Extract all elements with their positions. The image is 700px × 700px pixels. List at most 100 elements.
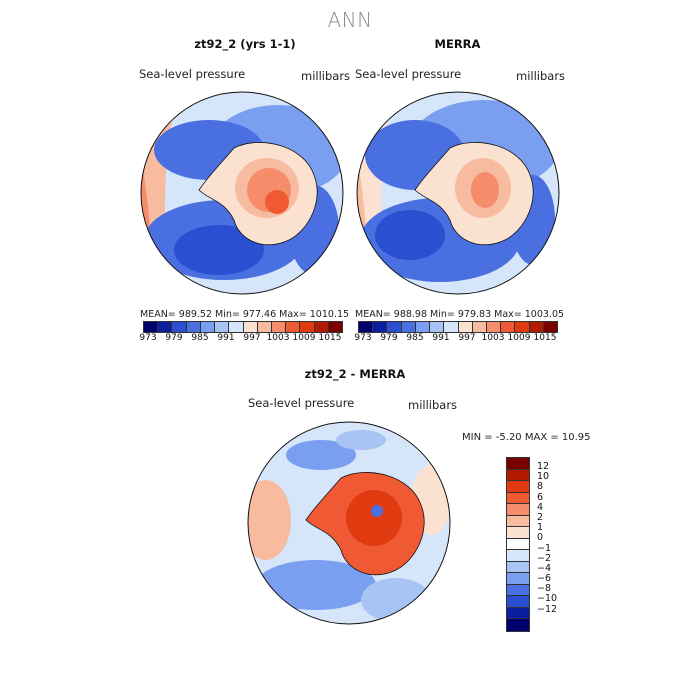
colorbar-tick-label: 991 bbox=[217, 333, 235, 343]
colorbar-swatch bbox=[200, 322, 216, 332]
colorbar-swatch bbox=[543, 322, 558, 332]
panel-1-variable-label: Sea-level pressure bbox=[139, 67, 246, 81]
colorbar-tick-label: 997 bbox=[458, 333, 476, 343]
panel-3-title: zt92_2 - MERRA bbox=[304, 367, 406, 381]
colorbar-tick-label: −10 bbox=[537, 593, 558, 605]
colorbar-tick-label: −6 bbox=[537, 573, 552, 585]
figure-title: ANN bbox=[327, 8, 373, 32]
colorbar-tick-label: 985 bbox=[191, 333, 209, 343]
colorbar-swatch bbox=[507, 527, 529, 539]
colorbar-swatch bbox=[515, 322, 530, 332]
panel-1-stats: MEAN= 989.52 Min= 977.46 Max= 1010.15 bbox=[140, 309, 350, 320]
colorbar-tick-label: 0 bbox=[537, 532, 544, 544]
colorbar-swatch bbox=[507, 515, 529, 527]
colorbar-swatch bbox=[507, 458, 529, 470]
panel-1-map-border bbox=[140, 91, 344, 295]
colorbar-tick-label: 1003 bbox=[266, 333, 290, 343]
colorbar-swatch bbox=[458, 322, 473, 332]
panel-3-antarctica-core bbox=[346, 490, 402, 546]
panel-3-colorbar bbox=[506, 457, 530, 632]
colorbar-swatch bbox=[507, 607, 529, 619]
panel-3-stats: MIN = -5.20 MAX = 10.95 bbox=[462, 432, 591, 443]
colorbar-swatch bbox=[486, 322, 502, 332]
colorbar-swatch bbox=[300, 322, 315, 332]
colorbar-tick-label: −8 bbox=[537, 583, 552, 595]
colorbar-tick-label: 1003 bbox=[481, 333, 505, 343]
colorbar-swatch bbox=[507, 469, 529, 481]
colorbar-tick-label: 6 bbox=[537, 491, 544, 503]
colorbar-swatch bbox=[314, 322, 329, 332]
colorbar-tick-label: 4 bbox=[537, 501, 544, 513]
colorbar-tick-label: 985 bbox=[406, 333, 424, 343]
panel-1-title: zt92_2 (yrs 1-1) bbox=[194, 37, 296, 51]
panel-1-colorbar: 973 979 985 991 997 1003 1009 1015 bbox=[139, 321, 343, 343]
panel-3-colorbar-ticks: 12 10 8 6 4 2 1 0 −1 −2 −4 −6 −8 −10 −12 bbox=[537, 461, 558, 615]
colorbar-swatch bbox=[430, 322, 445, 332]
panel-2-units-label: millibars bbox=[516, 69, 566, 83]
colorbar-swatch bbox=[401, 322, 416, 332]
colorbar-swatch bbox=[507, 584, 529, 596]
colorbar-swatch bbox=[507, 550, 529, 562]
panel-2-colorbar: 973 979 985 991 997 1003 1009 1015 bbox=[354, 321, 558, 343]
colorbar-swatch bbox=[501, 322, 516, 332]
colorbar-tick-label: 973 bbox=[354, 333, 372, 343]
colorbar-swatch bbox=[507, 596, 529, 608]
colorbar-tick-label: 1015 bbox=[318, 333, 342, 343]
colorbar-swatch bbox=[286, 322, 301, 332]
panel-1-units-label: millibars bbox=[301, 69, 351, 83]
colorbar-swatch bbox=[472, 322, 487, 332]
colorbar-tick-label: 2 bbox=[537, 511, 544, 523]
panel-2-antarctica-max bbox=[471, 172, 499, 208]
colorbar-swatch bbox=[507, 561, 529, 573]
colorbar-swatch bbox=[144, 322, 159, 332]
panel-2-title: MERRA bbox=[434, 37, 481, 51]
colorbar-tick-label: 997 bbox=[243, 333, 261, 343]
colorbar-tick-label: 1009 bbox=[292, 333, 316, 343]
colorbar-tick-label: −12 bbox=[537, 603, 558, 615]
colorbar-tick-label: 8 bbox=[537, 481, 544, 493]
colorbar-swatch bbox=[172, 322, 187, 332]
panel-3-neg-north-2 bbox=[336, 430, 386, 450]
panel-1-low-south-core bbox=[174, 225, 264, 275]
colorbar-swatch bbox=[373, 322, 388, 332]
colorbar-swatch bbox=[229, 322, 244, 332]
colorbar-swatch bbox=[507, 619, 529, 631]
panel-1-antarctica-max bbox=[265, 190, 289, 214]
panel-3-units-label: millibars bbox=[408, 398, 458, 412]
colorbar-swatch bbox=[257, 322, 272, 332]
colorbar-swatch bbox=[243, 322, 258, 332]
panel-3-polar-map bbox=[247, 421, 451, 625]
panel-3-variable-label: Sea-level pressure bbox=[248, 396, 355, 410]
colorbar-tick-label: −1 bbox=[537, 542, 552, 554]
panel-3-antarctica-neg-spot bbox=[371, 505, 383, 517]
panel-1-polar-map bbox=[140, 91, 344, 295]
colorbar-tick-label: 991 bbox=[432, 333, 450, 343]
panel-3-neg-southeast bbox=[361, 578, 431, 622]
panel-2-low-south-core bbox=[375, 210, 445, 260]
panel-2-map-border bbox=[356, 91, 560, 295]
panel-2-stats: MEAN= 988.98 Min= 979.83 Max= 1003.05 bbox=[355, 309, 565, 320]
colorbar-swatch bbox=[507, 504, 529, 516]
colorbar-tick-label: −4 bbox=[537, 562, 552, 574]
colorbar-tick-label: 979 bbox=[165, 333, 183, 343]
panel-3-neg-north bbox=[286, 440, 356, 470]
colorbar-tick-label: 1015 bbox=[533, 333, 557, 343]
colorbar-swatch bbox=[359, 322, 374, 332]
colorbar-swatch bbox=[507, 573, 529, 585]
colorbar-swatch bbox=[529, 322, 544, 332]
colorbar-tick-label: −2 bbox=[537, 552, 552, 564]
colorbar-swatch bbox=[507, 492, 529, 504]
colorbar-tick-label: 10 bbox=[537, 471, 550, 483]
panel-2-polar-map bbox=[356, 91, 560, 295]
colorbar-swatch bbox=[215, 322, 230, 332]
colorbar-tick-label: 1 bbox=[537, 522, 544, 534]
colorbar-tick-label: 973 bbox=[139, 333, 157, 343]
colorbar-swatch bbox=[415, 322, 431, 332]
colorbar-swatch bbox=[444, 322, 459, 332]
panel-3-neg-south bbox=[256, 560, 376, 610]
panel-3-pos-west bbox=[248, 480, 291, 560]
colorbar-swatch bbox=[387, 322, 402, 332]
panel-2-variable-label: Sea-level pressure bbox=[355, 67, 462, 81]
colorbar-tick-label: 979 bbox=[380, 333, 398, 343]
colorbar-swatch bbox=[186, 322, 201, 332]
